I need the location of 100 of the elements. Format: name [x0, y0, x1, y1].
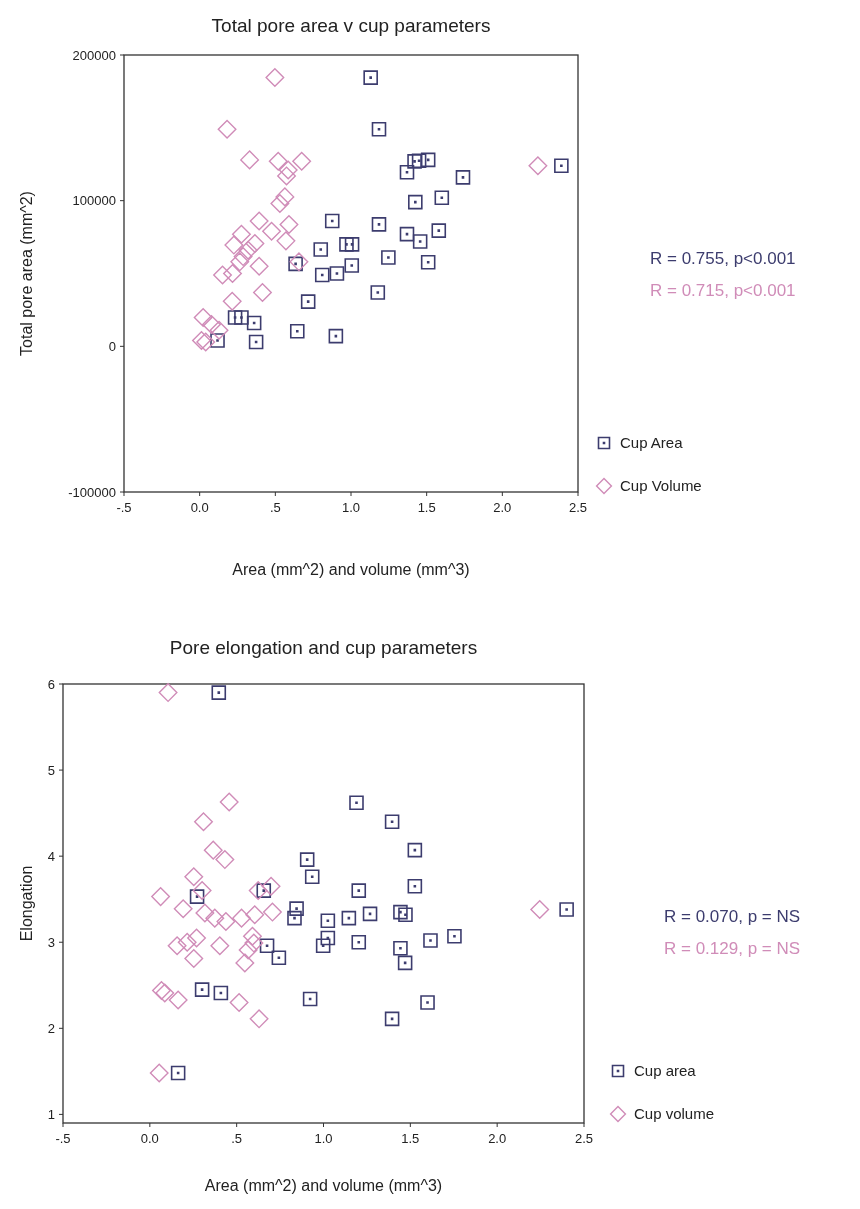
point: [243, 926, 262, 946]
text: R = 0.715, p<0.001: [650, 281, 796, 300]
point: [384, 1011, 400, 1027]
x-tick-label: 1.0: [341, 500, 361, 515]
y-tick-label: -100000: [68, 484, 116, 500]
point: [407, 842, 423, 858]
point: [277, 166, 297, 186]
point: [168, 990, 188, 1010]
point: [192, 881, 212, 901]
point: [249, 256, 269, 276]
point: [434, 190, 450, 206]
legend-label: Cup volume: [634, 1105, 715, 1123]
point: [384, 814, 400, 830]
point: [238, 240, 258, 260]
point: [408, 194, 423, 210]
x-tick-label: 0.0: [190, 500, 209, 515]
point: [455, 170, 471, 185]
y-axis-title: Elongation: [17, 865, 35, 942]
point: [232, 908, 251, 928]
point: [362, 906, 378, 922]
point: [397, 955, 413, 971]
x-tick-label: .5: [269, 500, 281, 515]
point: [253, 282, 272, 302]
point: [268, 151, 288, 171]
point: [248, 334, 264, 350]
text: R = 0.755, p<0.001: [650, 249, 796, 268]
point: [279, 214, 299, 234]
point: [259, 938, 275, 953]
point: [216, 912, 236, 932]
point: [262, 221, 282, 241]
point: [344, 258, 360, 273]
point: [304, 869, 320, 885]
x-tick-label: -.5: [55, 1131, 71, 1146]
point: [292, 151, 312, 171]
point: [244, 933, 264, 953]
point: [240, 150, 260, 170]
point: [193, 308, 213, 327]
point: [184, 867, 204, 887]
point: [261, 876, 281, 896]
point: [235, 953, 255, 973]
point: [270, 194, 290, 214]
y-axis-title: Total pore area (mm^2): [17, 191, 35, 356]
point: [194, 812, 213, 832]
point: [288, 256, 303, 272]
point: [217, 119, 237, 139]
point: [211, 685, 227, 700]
x-tick-label: 1.0: [314, 1131, 333, 1146]
x-tick-label: 2.5: [574, 1131, 594, 1146]
point: [313, 242, 329, 257]
point: [213, 265, 232, 285]
point: [324, 213, 340, 229]
point: [271, 950, 287, 966]
point: [213, 985, 229, 1001]
point: [287, 910, 302, 926]
point: [349, 795, 364, 811]
point: [370, 285, 386, 300]
point: [265, 68, 285, 88]
point: [215, 850, 235, 870]
point: [233, 247, 253, 267]
point: [151, 887, 171, 907]
point: [275, 187, 295, 207]
legend-label: Cup Area: [620, 434, 684, 452]
point: [559, 902, 574, 917]
point: [189, 889, 205, 904]
point: [245, 905, 265, 925]
x-tick-label: 2.0: [493, 500, 512, 515]
point: [210, 333, 225, 348]
point: [302, 991, 318, 1007]
point: [262, 902, 282, 922]
point: [363, 70, 378, 85]
point: [177, 932, 197, 952]
point: [299, 852, 315, 867]
point: [210, 936, 230, 956]
point: [351, 883, 367, 898]
point: [314, 267, 330, 283]
point: [249, 1009, 269, 1029]
point: [246, 315, 262, 331]
point: [381, 250, 396, 265]
y-tick-label: 4: [47, 848, 55, 864]
point: [245, 234, 265, 253]
point: [420, 995, 435, 1010]
point: [194, 982, 210, 997]
point: [554, 158, 569, 174]
point: [223, 264, 242, 283]
x-axis-title: Area (mm^2) and volume (mm^3): [204, 1177, 443, 1194]
point: [289, 901, 304, 916]
point: [399, 226, 415, 242]
point: [276, 231, 296, 251]
point: [341, 910, 357, 926]
point: [420, 254, 436, 270]
point: [393, 940, 408, 956]
y-tick-label: 2: [47, 1020, 55, 1036]
point: [167, 936, 187, 956]
chart-title: Total pore area v cup parameters: [211, 15, 491, 36]
legend-label: Cup Volume: [620, 477, 702, 495]
point: [231, 224, 251, 244]
point: [224, 235, 244, 255]
point: [195, 903, 215, 923]
point: [411, 153, 427, 169]
point: [393, 904, 408, 920]
